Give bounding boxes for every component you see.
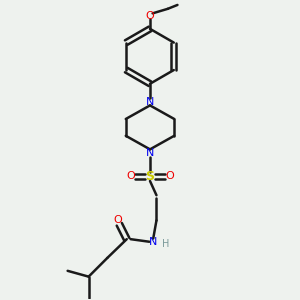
Text: O: O (165, 172, 174, 182)
Text: O: O (146, 11, 154, 21)
Text: N: N (146, 148, 154, 158)
Text: N: N (146, 97, 154, 106)
Text: N: N (149, 237, 158, 248)
Text: O: O (113, 215, 122, 225)
Text: S: S (146, 170, 154, 183)
Text: H: H (163, 239, 170, 249)
Text: O: O (126, 172, 135, 182)
